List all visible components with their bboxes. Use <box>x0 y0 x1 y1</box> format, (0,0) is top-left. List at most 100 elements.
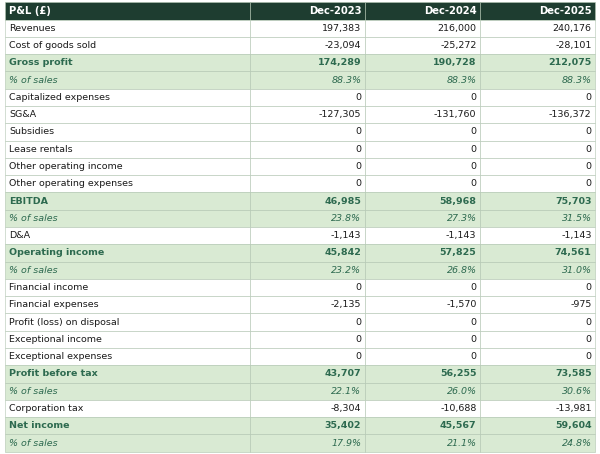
Bar <box>480 210 595 227</box>
Text: 0: 0 <box>470 318 476 326</box>
Bar <box>365 71 480 89</box>
Text: -25,272: -25,272 <box>440 41 476 50</box>
Bar <box>365 54 480 71</box>
Bar <box>480 20 595 37</box>
Bar <box>5 158 250 175</box>
Text: 0: 0 <box>586 128 592 136</box>
Bar <box>365 141 480 158</box>
Text: 0: 0 <box>470 145 476 154</box>
Text: 26.8%: 26.8% <box>446 266 476 275</box>
Bar <box>250 141 365 158</box>
Text: 56,255: 56,255 <box>440 370 476 379</box>
Bar <box>480 417 595 434</box>
Bar <box>250 54 365 71</box>
Bar <box>365 400 480 417</box>
Text: 0: 0 <box>470 128 476 136</box>
Text: 0: 0 <box>470 179 476 188</box>
Text: 0: 0 <box>586 162 592 171</box>
Text: 75,703: 75,703 <box>555 197 592 206</box>
Text: Subsidies: Subsidies <box>9 128 54 136</box>
Bar <box>250 348 365 365</box>
Text: 0: 0 <box>355 145 361 154</box>
Text: -1,143: -1,143 <box>446 231 476 240</box>
Text: Dec-2024: Dec-2024 <box>424 6 476 16</box>
Text: 0: 0 <box>586 179 592 188</box>
Text: 190,728: 190,728 <box>433 58 476 67</box>
Bar <box>250 244 365 262</box>
Bar <box>250 417 365 434</box>
Bar <box>480 89 595 106</box>
Text: 74,561: 74,561 <box>555 248 592 257</box>
Text: % of sales: % of sales <box>9 75 58 84</box>
Text: Operating income: Operating income <box>9 248 104 257</box>
Bar <box>365 192 480 210</box>
Text: -13,981: -13,981 <box>555 404 592 413</box>
Text: 21.1%: 21.1% <box>446 439 476 448</box>
Text: 31.0%: 31.0% <box>562 266 592 275</box>
Text: % of sales: % of sales <box>9 387 58 396</box>
Text: 0: 0 <box>586 283 592 292</box>
Bar <box>250 71 365 89</box>
Bar <box>480 244 595 262</box>
Text: 0: 0 <box>586 318 592 326</box>
Text: 26.0%: 26.0% <box>446 387 476 396</box>
Bar <box>480 313 595 331</box>
Bar <box>365 158 480 175</box>
Bar <box>5 210 250 227</box>
Text: 23.8%: 23.8% <box>331 214 361 223</box>
Text: 45,842: 45,842 <box>325 248 361 257</box>
Text: -28,101: -28,101 <box>555 41 592 50</box>
Text: -1,143: -1,143 <box>331 231 361 240</box>
Bar <box>480 262 595 279</box>
Text: Profit (loss) on disposal: Profit (loss) on disposal <box>9 318 119 326</box>
Text: 59,604: 59,604 <box>555 421 592 430</box>
Text: -23,094: -23,094 <box>325 41 361 50</box>
Text: 0: 0 <box>470 335 476 344</box>
Bar <box>365 20 480 37</box>
Bar <box>365 123 480 141</box>
Bar <box>365 262 480 279</box>
Text: Revenues: Revenues <box>9 24 56 33</box>
Text: 197,383: 197,383 <box>322 24 361 33</box>
Bar <box>250 210 365 227</box>
Text: 30.6%: 30.6% <box>562 387 592 396</box>
Text: Cost of goods sold: Cost of goods sold <box>9 41 96 50</box>
Text: 22.1%: 22.1% <box>331 387 361 396</box>
Text: 0: 0 <box>470 283 476 292</box>
Text: 0: 0 <box>355 179 361 188</box>
Bar <box>5 244 250 262</box>
Bar <box>480 365 595 383</box>
Text: 0: 0 <box>586 352 592 361</box>
Text: P&L (£): P&L (£) <box>9 6 51 16</box>
Text: Profit before tax: Profit before tax <box>9 370 98 379</box>
Text: 0: 0 <box>470 352 476 361</box>
Bar <box>480 227 595 244</box>
Text: Lease rentals: Lease rentals <box>9 145 73 154</box>
Bar <box>250 296 365 313</box>
Text: Other operating expenses: Other operating expenses <box>9 179 133 188</box>
Bar <box>5 54 250 71</box>
Text: 88.3%: 88.3% <box>562 75 592 84</box>
Text: -127,305: -127,305 <box>319 110 361 119</box>
Text: 35,402: 35,402 <box>325 421 361 430</box>
Bar <box>5 227 250 244</box>
Text: Corporation tax: Corporation tax <box>9 404 83 413</box>
Bar <box>5 279 250 296</box>
Bar <box>480 123 595 141</box>
Text: 0: 0 <box>355 93 361 102</box>
Bar <box>250 158 365 175</box>
Bar <box>365 37 480 54</box>
Bar <box>5 106 250 123</box>
Bar <box>365 313 480 331</box>
Bar <box>365 365 480 383</box>
Bar <box>250 262 365 279</box>
Bar <box>250 434 365 452</box>
Text: 0: 0 <box>586 145 592 154</box>
Bar <box>5 331 250 348</box>
Text: -136,372: -136,372 <box>549 110 592 119</box>
Bar <box>5 37 250 54</box>
Text: -1,570: -1,570 <box>446 300 476 309</box>
Bar <box>5 417 250 434</box>
Bar <box>250 20 365 37</box>
Text: 58,968: 58,968 <box>439 197 476 206</box>
